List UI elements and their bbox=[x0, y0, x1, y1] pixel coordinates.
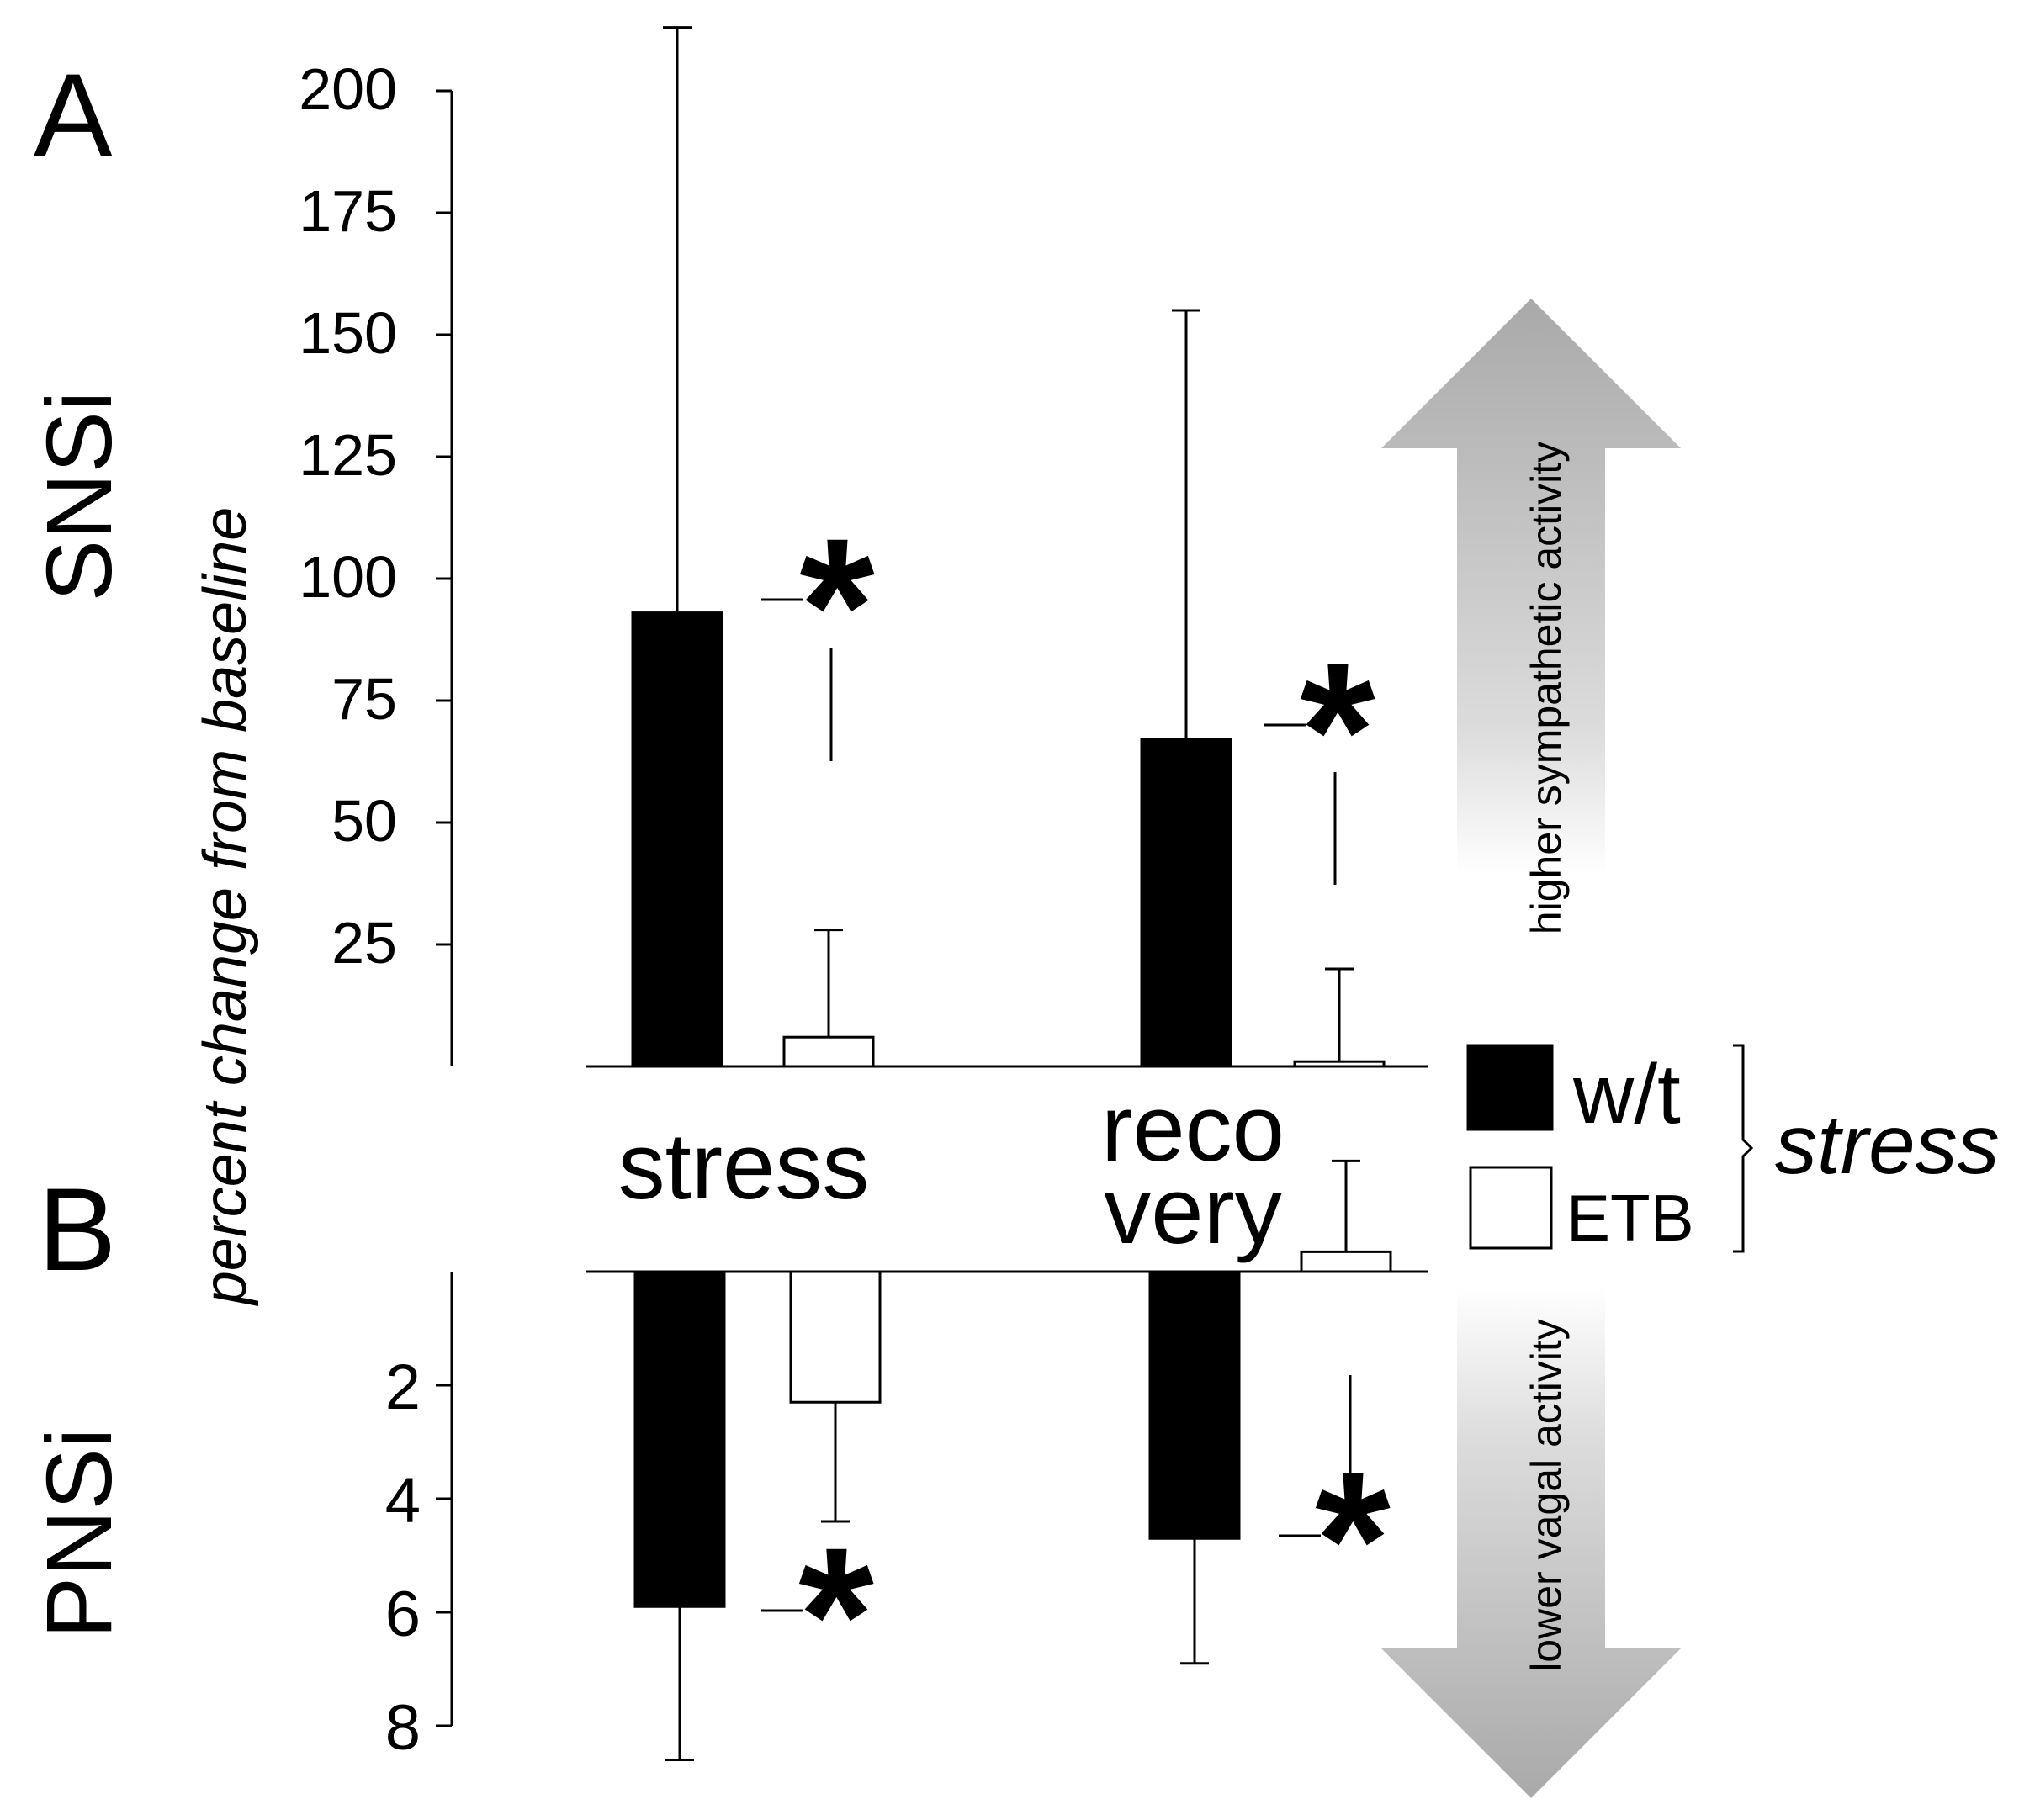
arrow-down-shape bbox=[1381, 1287, 1681, 1798]
bar-b-stress-wt bbox=[633, 1270, 726, 1608]
bar-a-reco-very-wt bbox=[1140, 738, 1232, 1068]
panel-a-label: A bbox=[34, 49, 113, 181]
y-tick-label-a-75: 75 bbox=[331, 666, 397, 732]
y-tick-label-b-8: 8 bbox=[385, 1692, 421, 1764]
significance-star-a1: * bbox=[799, 498, 875, 714]
y-tick-label-b-4: 4 bbox=[385, 1465, 421, 1537]
snsi-label: SNSi bbox=[28, 391, 131, 602]
arrow-up-shape bbox=[1381, 299, 1681, 875]
legend-brace bbox=[1733, 1044, 1754, 1253]
y-ticks-a: 200 175 150 125 100 75 50 25 bbox=[299, 56, 452, 976]
bar-b-stress-ETB bbox=[789, 1270, 882, 1404]
y-tick-label-b-2: 2 bbox=[385, 1352, 421, 1423]
y-axis-title: percent change from baseline bbox=[192, 507, 259, 1307]
significance-star-b2: * bbox=[1315, 1431, 1391, 1648]
pnsi-label: PNSi bbox=[28, 1428, 131, 1639]
legend-group-label: stress bbox=[1775, 1098, 2000, 1192]
bar-a-reco-very-ETB bbox=[1293, 1060, 1386, 1068]
bar-a-stress-ETB bbox=[782, 1035, 875, 1068]
y-tick-label-a-25: 25 bbox=[331, 910, 397, 976]
bar-a-stress-wt bbox=[631, 611, 723, 1068]
category-recovery-label-1: reco bbox=[1101, 1076, 1285, 1181]
bar-b-reco-very-wt bbox=[1148, 1270, 1241, 1540]
legend-swatch-etb bbox=[1469, 1166, 1553, 1250]
bars-layer bbox=[631, 26, 1392, 1761]
panel-b-label: B bbox=[38, 1163, 116, 1295]
y-tick-label-a-200: 200 bbox=[299, 56, 397, 122]
bar-b-reco-very-ETB bbox=[1300, 1250, 1392, 1273]
significance-star-a2: * bbox=[1300, 622, 1375, 839]
legend-label-wt: w/t bbox=[1572, 1047, 1681, 1141]
y-tick-label-a-175: 175 bbox=[299, 178, 397, 244]
category-stress-label: stress bbox=[618, 1114, 870, 1219]
significance-lines bbox=[761, 598, 1352, 1612]
legend-label-etb: ETB bbox=[1566, 1181, 1694, 1255]
y-tick-label-a-150: 150 bbox=[299, 300, 397, 366]
significance-star-b1: * bbox=[798, 1507, 874, 1723]
y-tick-label-a-50: 50 bbox=[331, 788, 397, 854]
legend: w/t ETB stress bbox=[1466, 1044, 2000, 1255]
legend-swatch-wt bbox=[1466, 1044, 1554, 1131]
arrow-up-label: higher sympathetic activity bbox=[1523, 442, 1570, 934]
y-tick-label-a-125: 125 bbox=[299, 422, 397, 488]
y-tick-label-b-6: 6 bbox=[385, 1579, 421, 1650]
arrow-down-label: lower vagal activity bbox=[1523, 1319, 1570, 1672]
y-tick-label-a-100: 100 bbox=[299, 544, 397, 610]
category-recovery-label-2: very bbox=[1104, 1158, 1282, 1263]
y-ticks-b: 2 4 6 8 bbox=[385, 1352, 452, 1764]
